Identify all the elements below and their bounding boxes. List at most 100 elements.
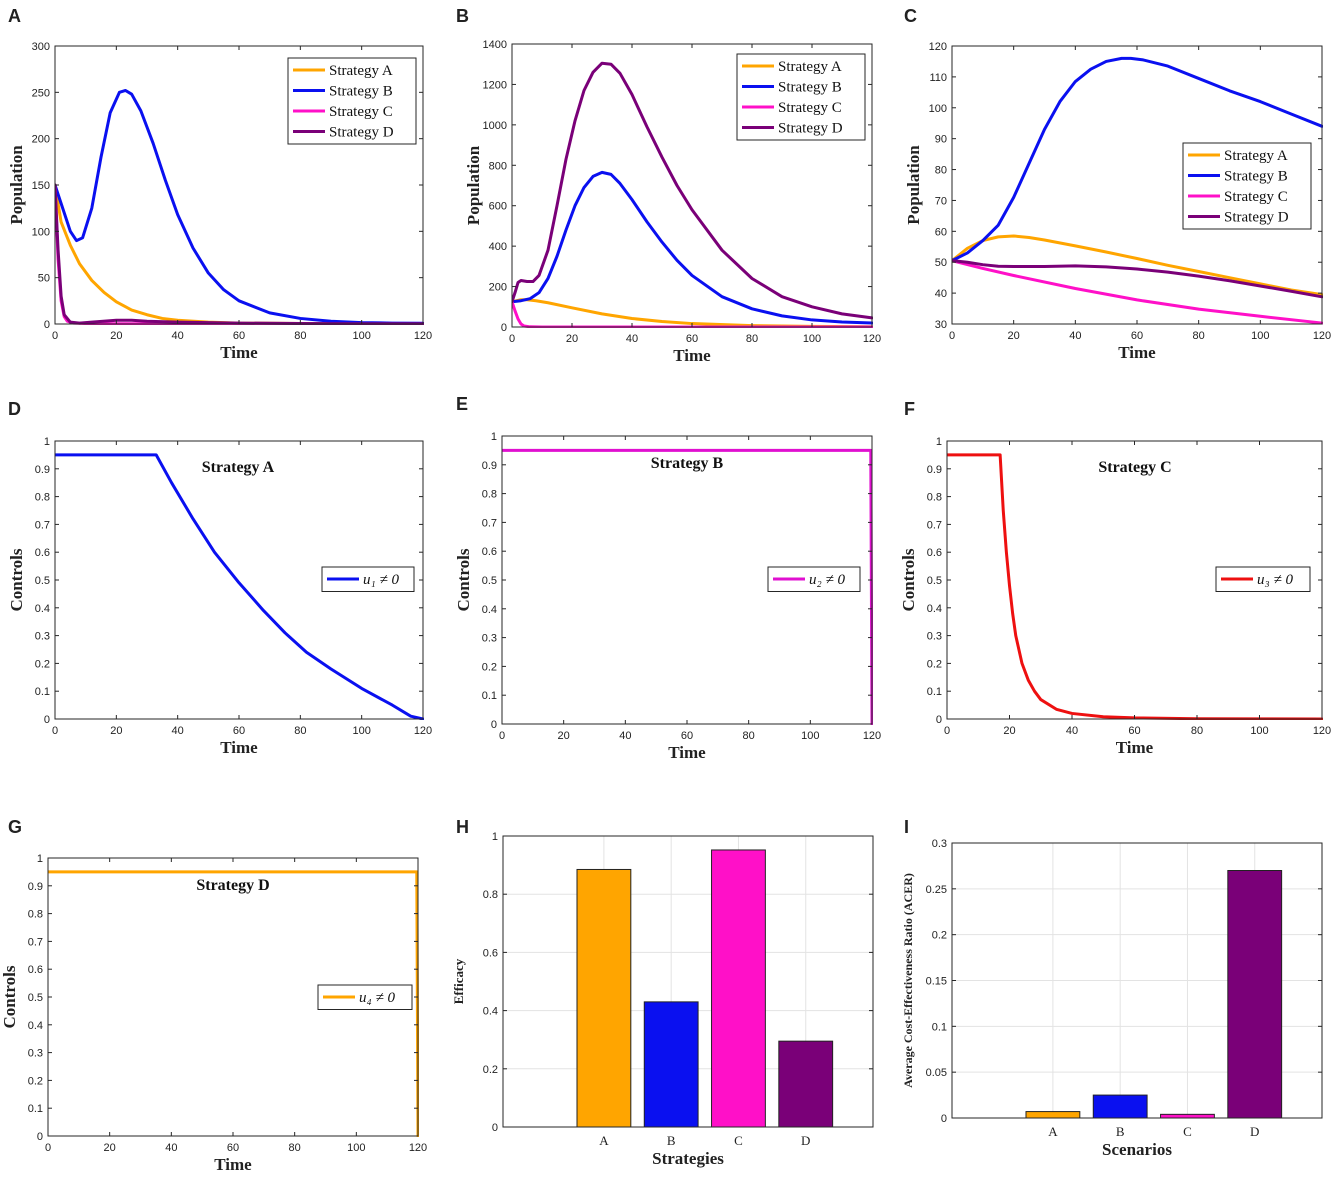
y-tick-label: 0 <box>37 1131 43 1143</box>
y-tick-label: 0.4 <box>483 1006 498 1018</box>
y-tick-label: 0.6 <box>927 547 942 559</box>
y-tick-label: 1000 <box>483 120 507 132</box>
y-tick-label: 0.8 <box>28 909 43 921</box>
y-tick-label: 0 <box>44 714 50 726</box>
x-tick-label: 0 <box>45 1142 51 1154</box>
x-tick-label: 120 <box>863 333 881 345</box>
x-tick-label: 80 <box>746 333 758 345</box>
x-tick-label: 20 <box>566 333 578 345</box>
y-tick-label: 0.9 <box>35 464 50 476</box>
y-tick-label: 0.2 <box>483 1064 498 1076</box>
legend-label: Strategy C <box>329 104 393 120</box>
y-tick-label: 0.5 <box>35 575 50 587</box>
y-tick-label: 90 <box>935 134 947 146</box>
x-tick-label: 0 <box>52 330 58 342</box>
y-tick-label: 0.8 <box>927 492 942 504</box>
y-tick-label: 40 <box>935 288 947 300</box>
legend-label: Strategy D <box>329 125 394 141</box>
y-tick-label: 0 <box>492 1122 498 1134</box>
y-tick-label: 0.2 <box>28 1075 43 1087</box>
x-tick-label: 100 <box>801 730 819 742</box>
y-axis-label: Controls <box>0 965 19 1028</box>
y-tick-label: 0.3 <box>932 838 947 850</box>
x-tick-label: 80 <box>294 330 306 342</box>
y-axis-label: Controls <box>899 548 918 611</box>
x-tick-label: 20 <box>558 730 570 742</box>
y-tick-label: 0.3 <box>35 631 50 643</box>
panel-i: I A B C D 0 0.05 0.1 0.15 0.2 0.25 0.3 Scenarios Aver… <box>901 817 1323 1159</box>
y-axis-label: Population <box>904 145 923 225</box>
legend-label: Strategy C <box>1224 189 1288 205</box>
series-line-u-0 <box>48 870 419 1137</box>
y-axis-label: Population <box>464 145 483 225</box>
inner-title: Strategy D <box>196 877 269 894</box>
y-tick-label: 0.4 <box>28 1020 43 1032</box>
x-tick-label: B <box>667 1133 676 1148</box>
x-tick-label: A <box>1048 1124 1058 1139</box>
legend-label: u₁ ≠ 0 <box>363 572 399 588</box>
legend-label: u₂ ≠ 0 <box>809 572 845 588</box>
panel-label: E <box>456 394 468 414</box>
y-tick-label: 70 <box>935 195 947 207</box>
x-tick-label: 20 <box>104 1142 116 1154</box>
panel-label: B <box>456 6 469 26</box>
legend-label: Strategy B <box>329 84 393 100</box>
y-tick-label: 400 <box>489 241 507 253</box>
y-tick-label: 110 <box>929 72 947 84</box>
y-tick-label: 0.7 <box>28 936 43 948</box>
y-tick-label: 0.3 <box>28 1048 43 1060</box>
y-tick-label: 100 <box>929 103 947 115</box>
panel-label: F <box>904 399 915 419</box>
bar-a <box>1025 1111 1081 1119</box>
panel-label: D <box>8 399 21 419</box>
panel-c: C 0 20 40 60 80 100 120 30 40 50 60 70 80 90 100 110 120 T… <box>904 6 1331 362</box>
y-tick-label: 0.3 <box>927 631 942 643</box>
x-tick-label: 100 <box>803 333 821 345</box>
panel-d: D 0 20 40 60 80 100 120 0 0.1 0.2 0.3 0.4 0.5 0.6 0.7 0.… <box>7 399 432 757</box>
x-axis-label: Time <box>1116 738 1154 757</box>
y-tick-label: 1200 <box>483 79 507 91</box>
x-tick-label: 100 <box>352 725 370 737</box>
x-tick-label: 100 <box>1251 330 1269 342</box>
y-tick-label: 0 <box>44 319 50 331</box>
y-tick-label: 0 <box>936 714 942 726</box>
x-tick-label: 20 <box>1003 725 1015 737</box>
panel-f: F 0 20 40 60 80 100 120 0 0.1 0.2 0.3 0.4 0.5 0.6 0.7 0.… <box>899 399 1331 757</box>
y-tick-label: 1 <box>492 831 498 843</box>
y-tick-label: 0.6 <box>483 947 498 959</box>
y-tick-label: 0.3 <box>482 633 497 645</box>
x-tick-label: 60 <box>233 330 245 342</box>
series-line-u-0 <box>55 453 424 720</box>
y-tick-label: 30 <box>935 319 947 331</box>
y-tick-label: 60 <box>935 226 947 238</box>
y-tick-label: 0.25 <box>926 884 947 896</box>
x-tick-label: 40 <box>1069 330 1081 342</box>
x-tick-label: 80 <box>1191 725 1203 737</box>
legend: u₃ ≠ 0 <box>1215 566 1311 592</box>
y-axis-label: Average Cost-Effectiveness Ratio (ACER) <box>901 873 915 1088</box>
x-tick-label: 60 <box>233 725 245 737</box>
y-tick-label: 50 <box>38 273 50 285</box>
x-tick-label: 0 <box>499 730 505 742</box>
y-tick-label: 0.4 <box>35 603 50 615</box>
bar-a <box>576 868 632 1128</box>
y-tick-label: 1 <box>44 436 50 448</box>
legend: Strategy A Strategy B Strategy C Strategy D <box>287 57 417 145</box>
x-tick-label: 60 <box>227 1142 239 1154</box>
y-tick-label: 0.2 <box>482 661 497 673</box>
y-axis-label: Population <box>7 145 26 225</box>
bar-c <box>1160 1113 1215 1119</box>
x-tick-label: 40 <box>165 1142 177 1154</box>
y-tick-label: 120 <box>929 41 947 53</box>
series-line-strategy-b <box>512 170 873 325</box>
x-tick-label: 40 <box>1066 725 1078 737</box>
y-tick-label: 1 <box>37 853 43 865</box>
legend-box <box>736 53 866 141</box>
x-tick-label: C <box>734 1133 743 1148</box>
legend-box <box>287 57 417 145</box>
x-axis-label: Time <box>1118 343 1156 362</box>
x-tick-label: 120 <box>863 730 881 742</box>
x-axis-label: Time <box>220 738 258 757</box>
legend-label: u₄ ≠ 0 <box>359 990 395 1006</box>
